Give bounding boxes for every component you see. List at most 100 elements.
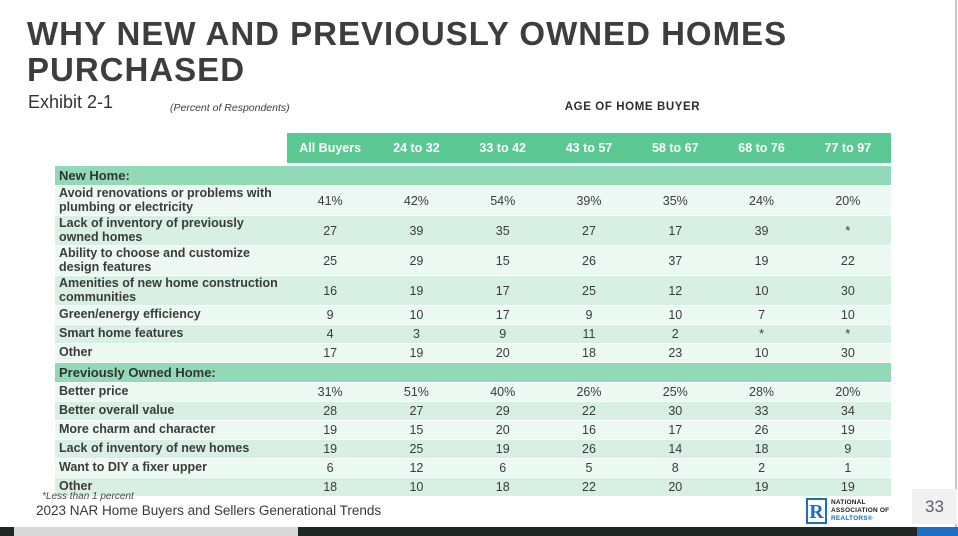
column-header: 33 to 42 xyxy=(479,141,526,155)
bottom-scrollbar xyxy=(0,527,958,536)
row-label: Lack of inventory of new homes xyxy=(59,441,250,456)
table-cell: 3 xyxy=(412,327,420,341)
table-cell: 39 xyxy=(409,223,424,238)
page-title-line1: WHY NEW AND PREVIOUSLY OWNED HOMES xyxy=(27,15,788,52)
table-cell: 10 xyxy=(668,308,683,322)
table-row: Green/energy efficiency 9 10 17 9 10 7 10 xyxy=(55,306,891,325)
table-cell: 33 xyxy=(754,404,769,418)
data-table: All Buyers 24 to 32 33 to 42 43 to 57 58 to … xyxy=(55,133,891,497)
table-cell: 19 xyxy=(323,423,338,437)
row-label: Smart home features xyxy=(59,326,184,341)
table-cell: 10 xyxy=(754,283,769,298)
table-row: Amenities of new home construction commu… xyxy=(55,276,891,306)
table-cell: 17 xyxy=(668,223,683,238)
table-cell: 20% xyxy=(835,385,861,399)
table-header-row: All Buyers 24 to 32 33 to 42 43 to 57 58 to … xyxy=(55,133,891,163)
table-cell: 12 xyxy=(409,461,424,475)
table-cell: 1 xyxy=(844,461,852,475)
table-cell: 51% xyxy=(403,385,429,399)
table-cell: 31% xyxy=(317,385,343,399)
table-cell: 25 xyxy=(582,283,596,298)
table-cell: 15 xyxy=(409,423,424,437)
table-cell: 16 xyxy=(323,283,338,298)
row-label: Ability to choose and customize design f… xyxy=(59,246,250,274)
table-cell: 17 xyxy=(495,283,510,298)
table-cell: 20% xyxy=(835,193,861,208)
table-cell: 20 xyxy=(668,480,683,494)
table-cell: 6 xyxy=(499,461,507,475)
row-label: Other xyxy=(59,345,93,360)
table-cell: 25% xyxy=(662,385,688,399)
table-cell: 17 xyxy=(495,308,510,322)
table-cell: 26% xyxy=(576,385,602,399)
table-row: Lack of inventory of previously owned ho… xyxy=(55,216,891,246)
row-label: Want to DIY a fixer upper xyxy=(59,460,207,475)
nar-logo: R NATIONAL ASSOCIATION OF REALTORS® xyxy=(806,498,889,524)
table-cell: 19 xyxy=(754,480,769,494)
table-cell: 15 xyxy=(495,253,510,268)
table-cell: 26 xyxy=(754,423,769,437)
table-row: Better overall value 28 27 29 22 30 33 34 xyxy=(55,402,891,421)
table-cell: 2 xyxy=(758,461,766,475)
table-cell: 19 xyxy=(754,253,769,268)
column-header: 68 to 76 xyxy=(738,141,785,155)
column-header: 77 to 97 xyxy=(824,141,872,155)
table-cell: 27 xyxy=(409,404,424,418)
table-cell: 2 xyxy=(671,327,679,341)
row-label: Green/energy efficiency xyxy=(59,307,201,322)
nar-logo-line2: ASSOCIATION OF xyxy=(831,507,890,514)
table-cell: 42% xyxy=(403,193,429,208)
table-cell: 23 xyxy=(668,346,683,360)
table-cell: 26 xyxy=(582,442,596,456)
row-label: Amenities of new home construction commu… xyxy=(59,276,278,304)
table-cell: 25 xyxy=(323,253,338,268)
footnote: *Less than 1 percent xyxy=(42,491,134,502)
table-cell: 18 xyxy=(582,346,596,360)
header-spacer xyxy=(55,133,287,163)
table-cell: 7 xyxy=(758,308,766,322)
scrollbar-thumb[interactable] xyxy=(14,527,298,536)
page-title: WHY NEW AND PREVIOUSLY OWNED HOMES PURCH… xyxy=(27,16,787,88)
table-row: Lack of inventory of new homes 19 25 19 26 14… xyxy=(55,440,891,459)
section-header-row: Previously Owned Home: xyxy=(55,363,891,383)
table-row: Want to DIY a fixer upper 6 12 6 5 8 2 1 xyxy=(55,459,891,478)
table-row: Other 17 19 20 18 23 10 30 xyxy=(55,344,891,363)
row-label: Better overall value xyxy=(59,403,175,418)
row-label: Lack of inventory of previously owned ho… xyxy=(59,216,244,244)
table-cell: 41% xyxy=(317,193,343,208)
table-cell: 20 xyxy=(495,423,510,437)
table-row: Avoid renovations or problems with plumb… xyxy=(55,186,891,216)
table-cell: 28 xyxy=(323,404,338,418)
table-cell: 18 xyxy=(495,480,510,494)
percent-of-respondents-note: (Percent of Respondents) xyxy=(170,102,290,114)
table-cell: 18 xyxy=(754,442,769,456)
table-cell: 30 xyxy=(668,404,683,418)
header-cells: All Buyers 24 to 32 33 to 42 43 to 57 58 to … xyxy=(287,133,891,163)
table-cell: 20 xyxy=(495,346,510,360)
table-cell: 10 xyxy=(409,308,424,322)
row-label: Avoid renovations or problems with plumb… xyxy=(59,186,272,214)
table-cell: 35 xyxy=(495,223,510,238)
table-cell: 27 xyxy=(582,223,596,238)
table-cell: 9 xyxy=(585,308,593,322)
scrollbar-track-left xyxy=(0,527,14,536)
table-cell: 12 xyxy=(668,283,683,298)
table-cell: 9 xyxy=(326,308,334,322)
realtor-r-icon: R xyxy=(806,498,827,524)
table-cell: 10 xyxy=(840,308,855,322)
page-number: 33 xyxy=(912,489,957,524)
table-cell: 30 xyxy=(840,283,855,298)
table-row: Smart home features 4 3 9 11 2 * * xyxy=(55,325,891,344)
table-cell: 19 xyxy=(840,423,855,437)
table-cell: 27 xyxy=(323,223,338,238)
page-title-line2: PURCHASED xyxy=(27,51,246,88)
column-header: 43 to 57 xyxy=(565,141,613,155)
table-cell: 54% xyxy=(490,193,516,208)
table-cell: 10 xyxy=(754,346,769,360)
exhibit-label: Exhibit 2-1 xyxy=(28,92,114,112)
table-cell: * xyxy=(845,327,851,341)
table-row: Other 18 10 18 22 20 19 19 xyxy=(55,478,891,497)
table-cell: 22 xyxy=(582,480,596,494)
table-cell: 8 xyxy=(671,461,679,475)
